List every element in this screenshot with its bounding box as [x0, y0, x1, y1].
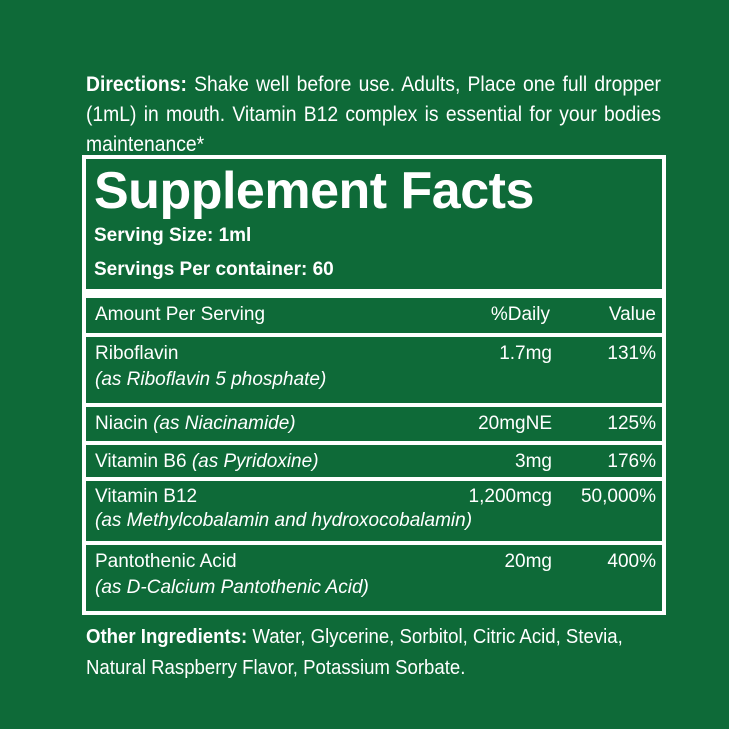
- nutrient-daily-value: 125%: [607, 413, 656, 434]
- directions-label: Directions:: [86, 73, 187, 96]
- nutrient-amount: 1,200mcg: [468, 486, 552, 507]
- table-row: Vitamin B12 (as Methylcobalamin and hydr…: [86, 481, 662, 541]
- servings-per-container: Servings Per container: 60: [94, 259, 334, 280]
- nutrient-daily-value: 131%: [607, 343, 656, 364]
- value-header: Value: [608, 304, 656, 325]
- serving-size: Serving Size: 1ml: [94, 225, 252, 246]
- nutrient-name: Vitamin B12: [95, 486, 198, 507]
- nutrient-amount: 1.7mg: [499, 343, 552, 364]
- table-row: Vitamin B6 (as Pyridoxine) 3mg 176%: [86, 445, 662, 477]
- nutrient-amount: 20mgNE: [478, 413, 552, 434]
- nutrient-daily-value: 176%: [607, 451, 656, 472]
- facts-title: Supplement Facts: [94, 162, 534, 220]
- nutrient-name: Vitamin B6: [95, 451, 192, 472]
- nutrient-daily-value: 50,000%: [580, 486, 656, 507]
- nutrient-amount: 3mg: [515, 451, 552, 472]
- nutrient-detail: (as Methylcobalamin and hydroxocobalamin…: [95, 510, 473, 531]
- nutrient-daily-value: 400%: [607, 551, 656, 572]
- table-row: Riboflavin (as Riboflavin 5 phosphate) 1…: [86, 337, 662, 403]
- nutrient-detail: (as Riboflavin 5 phosphate): [95, 369, 327, 390]
- directions-body: Shake well before use. Adults, Place one…: [86, 73, 661, 156]
- directions-text: Directions: Shake well before use. Adult…: [86, 70, 661, 160]
- column-header-row: Amount Per Serving %Daily Value: [86, 298, 662, 333]
- facts-header: Supplement Facts Serving Size: 1ml Servi…: [86, 159, 662, 289]
- nutrient-detail: (as D-Calcium Pantothenic Acid): [95, 577, 369, 598]
- nutrient-name: Riboflavin: [95, 343, 179, 364]
- other-ingredients-text: Water, Glycerine, Sorbitol, Citric Acid,…: [86, 626, 623, 679]
- nutrient-detail: (as Niacinamide): [153, 413, 296, 434]
- nutrient-name: Niacin: [95, 413, 154, 434]
- table-row: Pantothenic Acid (as D-Calcium Pantothen…: [86, 545, 662, 611]
- nutrient-detail: (as Pyridoxine): [191, 451, 319, 472]
- nutrient-name: Pantothenic Acid: [95, 551, 237, 572]
- other-ingredients-label: Other Ingredients:: [86, 626, 248, 648]
- amount-per-serving-header: Amount Per Serving: [95, 304, 266, 325]
- other-ingredients: Other Ingredients: Water, Glycerine, Sor…: [86, 622, 672, 684]
- table-row: Niacin (as Niacinamide) 20mgNE 125%: [86, 407, 662, 441]
- nutrient-amount: 20mg: [504, 551, 552, 572]
- daily-header: %Daily: [490, 304, 550, 325]
- supplement-facts-panel: Supplement Facts Serving Size: 1ml Servi…: [82, 155, 666, 615]
